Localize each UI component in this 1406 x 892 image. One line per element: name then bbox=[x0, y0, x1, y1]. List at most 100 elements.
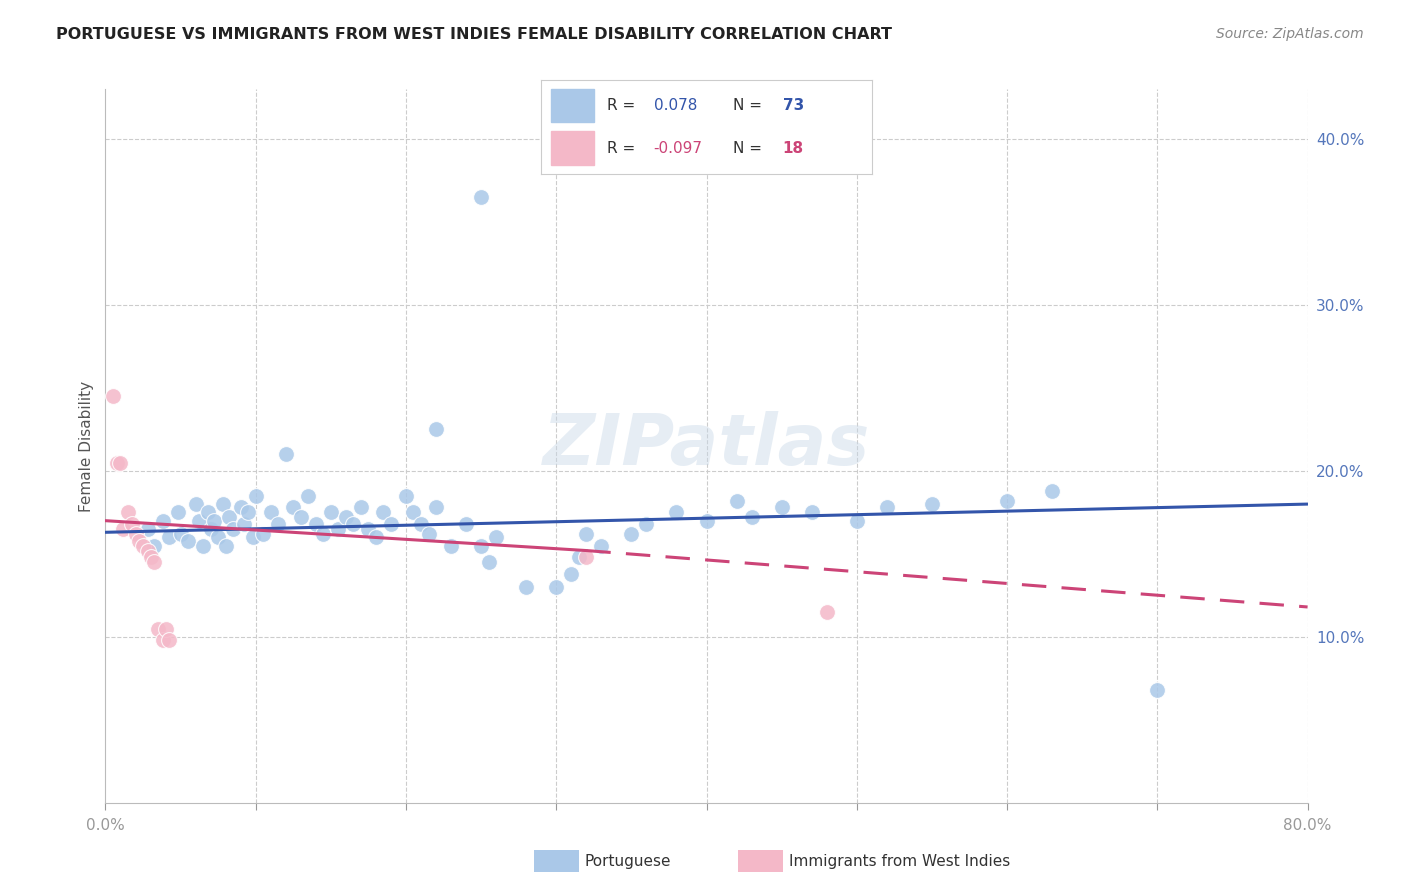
Point bbox=[238, 505, 260, 519]
Point bbox=[128, 533, 150, 548]
Text: R =: R = bbox=[607, 141, 636, 156]
Point bbox=[184, 497, 207, 511]
Point bbox=[380, 516, 402, 531]
Point bbox=[921, 497, 943, 511]
Point bbox=[665, 505, 688, 519]
Point bbox=[725, 493, 748, 508]
Text: N =: N = bbox=[733, 141, 762, 156]
Bar bbox=[551, 131, 595, 164]
Point bbox=[283, 500, 305, 515]
Point bbox=[560, 566, 582, 581]
Point bbox=[568, 550, 591, 565]
Text: 73: 73 bbox=[783, 98, 804, 113]
Point bbox=[124, 527, 146, 541]
Point bbox=[101, 389, 124, 403]
Point bbox=[245, 489, 267, 503]
Point bbox=[207, 530, 229, 544]
Point bbox=[395, 489, 418, 503]
Point bbox=[591, 539, 613, 553]
Point bbox=[146, 622, 169, 636]
Text: N =: N = bbox=[733, 98, 762, 113]
Point bbox=[232, 516, 254, 531]
Point bbox=[211, 497, 233, 511]
Text: Portuguese: Portuguese bbox=[585, 855, 672, 869]
Point bbox=[1040, 483, 1063, 498]
Point bbox=[845, 514, 868, 528]
Text: 18: 18 bbox=[783, 141, 804, 156]
Point bbox=[470, 539, 492, 553]
Point bbox=[342, 516, 364, 531]
Point bbox=[187, 514, 209, 528]
Point bbox=[152, 633, 174, 648]
Text: PORTUGUESE VS IMMIGRANTS FROM WEST INDIES FEMALE DISABILITY CORRELATION CHART: PORTUGUESE VS IMMIGRANTS FROM WEST INDIE… bbox=[56, 27, 893, 42]
Point bbox=[157, 633, 180, 648]
Point bbox=[110, 456, 132, 470]
Point bbox=[136, 522, 159, 536]
Point bbox=[242, 530, 264, 544]
Point bbox=[575, 550, 598, 565]
Point bbox=[815, 605, 838, 619]
Point bbox=[515, 580, 537, 594]
Text: R =: R = bbox=[607, 98, 641, 113]
Point bbox=[485, 530, 508, 544]
Point bbox=[202, 514, 225, 528]
Text: Immigrants from West Indies: Immigrants from West Indies bbox=[789, 855, 1010, 869]
Point bbox=[169, 527, 191, 541]
Point bbox=[575, 527, 598, 541]
Point bbox=[142, 555, 165, 569]
Point bbox=[696, 514, 718, 528]
Point bbox=[166, 505, 188, 519]
Point bbox=[200, 522, 222, 536]
Point bbox=[409, 516, 432, 531]
Point bbox=[402, 505, 425, 519]
Point bbox=[350, 500, 373, 515]
Point bbox=[800, 505, 823, 519]
Point bbox=[252, 527, 274, 541]
Point bbox=[546, 580, 568, 594]
Text: ZIPatlas: ZIPatlas bbox=[543, 411, 870, 481]
Point bbox=[267, 516, 290, 531]
Point bbox=[222, 522, 245, 536]
Text: -0.097: -0.097 bbox=[654, 141, 703, 156]
Point bbox=[319, 505, 342, 519]
Point bbox=[741, 510, 763, 524]
Text: Source: ZipAtlas.com: Source: ZipAtlas.com bbox=[1216, 27, 1364, 41]
Point bbox=[290, 510, 312, 524]
Point bbox=[117, 505, 139, 519]
Point bbox=[229, 500, 252, 515]
Point bbox=[305, 516, 328, 531]
Point bbox=[636, 516, 658, 531]
Point bbox=[121, 516, 143, 531]
Point bbox=[328, 522, 350, 536]
Point bbox=[620, 527, 643, 541]
Point bbox=[425, 422, 447, 436]
Point bbox=[454, 516, 477, 531]
Point bbox=[191, 539, 214, 553]
Point bbox=[112, 522, 135, 536]
Point bbox=[155, 622, 177, 636]
Point bbox=[139, 550, 162, 565]
Point bbox=[136, 543, 159, 558]
Point bbox=[440, 539, 463, 553]
Point bbox=[107, 456, 129, 470]
Point bbox=[373, 505, 395, 519]
Point bbox=[214, 539, 236, 553]
Point bbox=[364, 530, 387, 544]
Point bbox=[876, 500, 898, 515]
Point bbox=[1146, 682, 1168, 697]
Point bbox=[260, 505, 283, 519]
Y-axis label: Female Disability: Female Disability bbox=[79, 380, 94, 512]
Point bbox=[995, 493, 1018, 508]
Point bbox=[335, 510, 357, 524]
Point bbox=[197, 505, 219, 519]
Point bbox=[312, 527, 335, 541]
Point bbox=[177, 533, 200, 548]
Point bbox=[218, 510, 240, 524]
Point bbox=[142, 539, 165, 553]
Point bbox=[418, 527, 440, 541]
Bar bbox=[551, 88, 595, 122]
Point bbox=[132, 539, 155, 553]
Point bbox=[274, 447, 297, 461]
Text: 0.078: 0.078 bbox=[654, 98, 697, 113]
Point bbox=[157, 530, 180, 544]
